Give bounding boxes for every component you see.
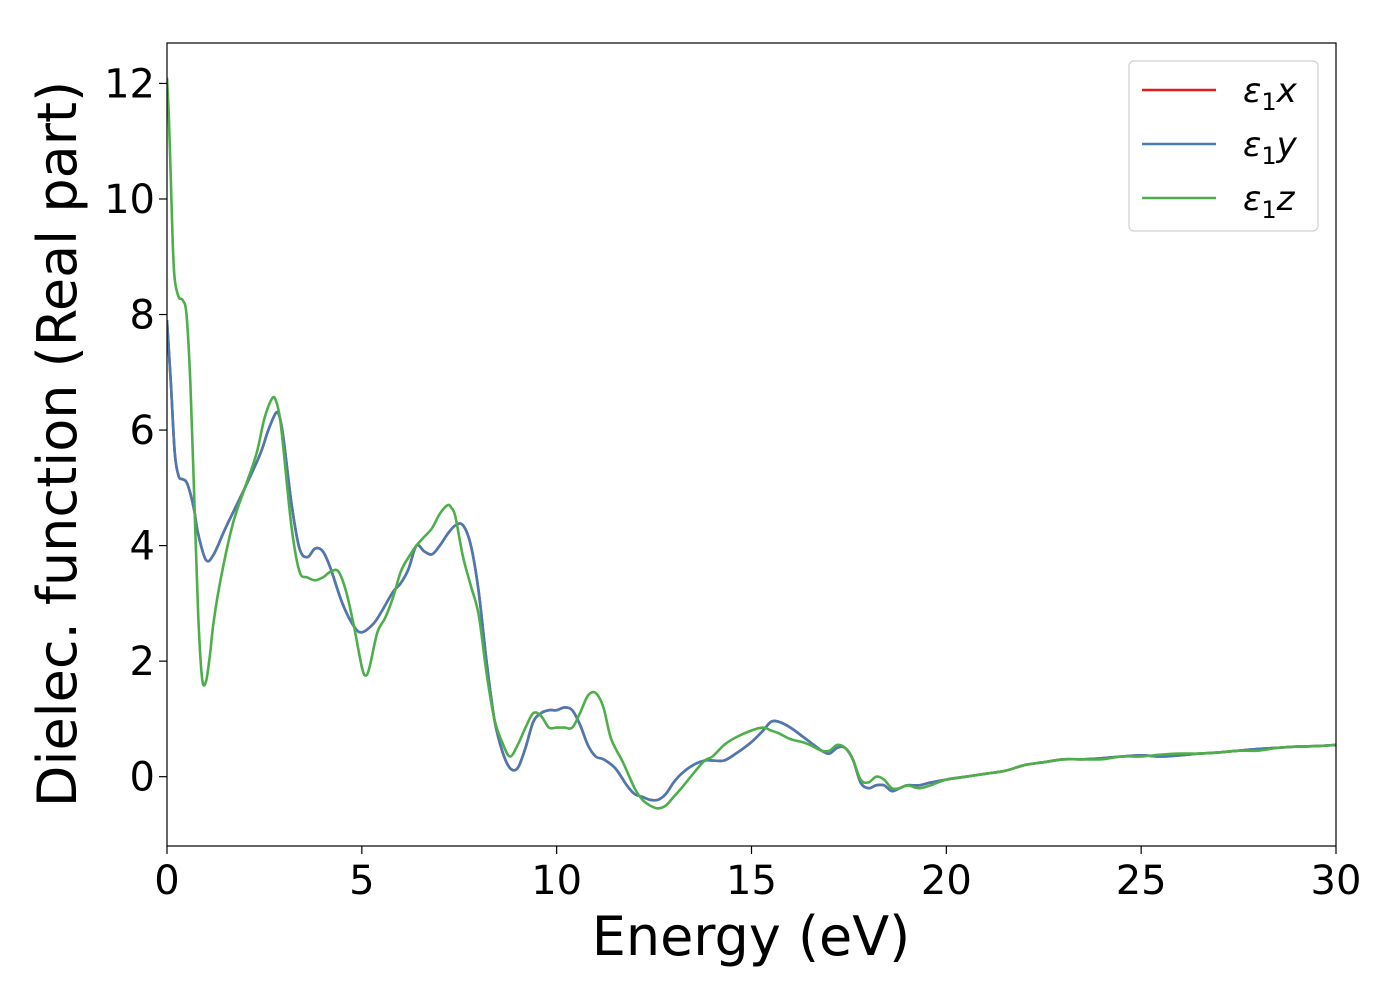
x-tick-label: 10 <box>531 858 582 904</box>
legend-label-x: ε1x <box>1243 71 1298 116</box>
series-line-z <box>167 77 1336 810</box>
y-tick-label: 2 <box>130 639 155 685</box>
series-layer <box>167 77 1336 810</box>
legend-symbol: ε <box>1243 179 1261 219</box>
legend-variable: y <box>1276 125 1298 165</box>
y-axis-title: Dielec. function (Real part) <box>26 81 89 807</box>
x-tick-label: 25 <box>1116 858 1167 904</box>
y-tick-label: 10 <box>104 177 155 223</box>
legend-label-z: ε1z <box>1243 179 1296 224</box>
y-tick-label: 0 <box>130 755 155 801</box>
y-tick-label: 6 <box>130 408 155 454</box>
legend-subscript: 1 <box>1261 142 1276 170</box>
y-tick-label: 8 <box>130 293 155 339</box>
x-tick-label: 30 <box>1311 858 1362 904</box>
legend-subscript: 1 <box>1261 88 1276 116</box>
legend-box <box>1128 60 1319 232</box>
x-tick-label: 20 <box>921 858 972 904</box>
legend-variable: z <box>1276 179 1296 219</box>
y-tick-label: 4 <box>130 524 155 570</box>
x-tick-label: 15 <box>726 858 777 904</box>
legend-symbol: ε <box>1243 71 1261 111</box>
legend-label-y: ε1y <box>1243 125 1298 170</box>
x-tick-label: 0 <box>154 858 179 904</box>
y-axis-ticks: 0 2 4 6 8 10 12 <box>104 61 167 801</box>
x-tick-label: 5 <box>349 858 374 904</box>
legend-subscript: 1 <box>1261 196 1276 224</box>
y-tick-label: 12 <box>104 61 155 107</box>
legend-symbol: ε <box>1243 125 1261 165</box>
legend-variable: x <box>1276 71 1298 111</box>
x-axis-title: Energy (eV) <box>592 905 911 968</box>
x-axis-ticks: 0 5 10 15 20 25 30 <box>154 846 1361 904</box>
